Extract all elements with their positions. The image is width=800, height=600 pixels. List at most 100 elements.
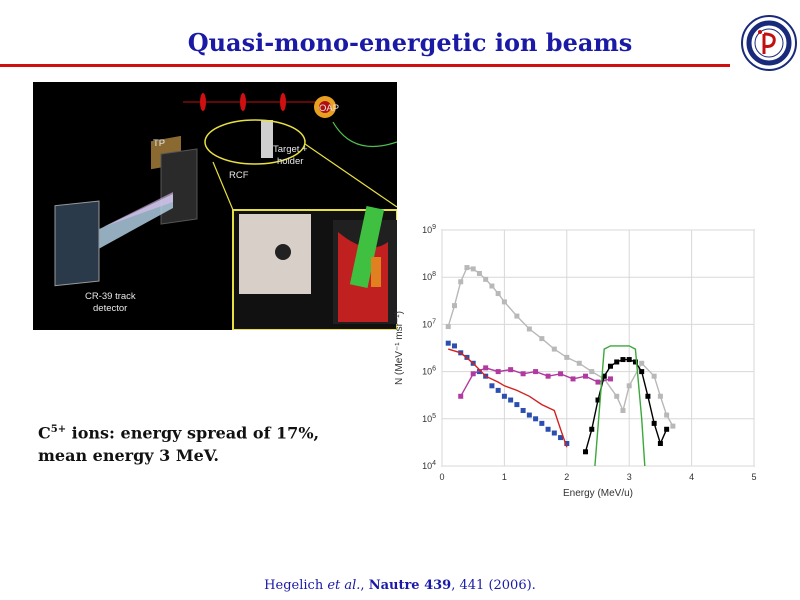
x-tick-label: 4 (689, 472, 694, 482)
series-0-point (576, 360, 582, 366)
series-4-point (614, 359, 620, 365)
series-0-point (464, 265, 470, 271)
x-axis-label: Energy (MeV/u) (563, 488, 633, 499)
series-4-point (620, 357, 626, 363)
series-4-point (589, 426, 595, 432)
x-tick-label: 3 (627, 472, 632, 482)
series-0-point (620, 407, 626, 413)
caption-charge: 5+ (50, 424, 67, 435)
label-target-2: holder (277, 156, 304, 167)
series-4-point (645, 393, 651, 399)
series-0-point (589, 369, 595, 375)
series-0-point (514, 313, 520, 319)
series-1-point (533, 416, 539, 422)
x-tick-label: 2 (564, 472, 569, 482)
citation-pages: , 441 (2006). (451, 578, 536, 593)
series-4-point (664, 426, 670, 432)
citation-sep: , (360, 578, 369, 593)
series-1-point (558, 435, 564, 441)
result-caption: C5+ ions: energy spread of 17%, mean ene… (38, 418, 319, 467)
series-4-point (639, 369, 645, 375)
series-0-point (551, 346, 557, 352)
series-4-point (607, 363, 613, 369)
series-2-point (558, 371, 564, 377)
series-1-point (508, 397, 514, 403)
series-1-point (501, 393, 507, 399)
series-4-point (595, 397, 601, 403)
series-0-point (501, 299, 507, 305)
series-2-point (533, 369, 539, 375)
series-0-point (651, 373, 657, 379)
series-1-point (526, 412, 532, 418)
series-1-point (564, 440, 570, 446)
series-0-point (470, 266, 476, 272)
x-tick-label: 0 (439, 472, 444, 482)
series-1-point (520, 407, 526, 413)
series-0-point (626, 383, 632, 389)
series-0-point (476, 270, 482, 276)
series-1-point (445, 340, 451, 346)
series-0-point (526, 326, 532, 332)
series-0-point (639, 360, 645, 366)
series-1-point (551, 430, 557, 436)
series-0-point (451, 303, 457, 309)
series-2-point (595, 379, 601, 385)
series-2-point (520, 371, 526, 377)
series-0-point (664, 412, 670, 418)
series-0-point (564, 354, 570, 360)
y-tick-label: 108 (422, 271, 436, 282)
x-tick-label: 1 (502, 472, 507, 482)
series-2-point (607, 376, 613, 382)
citation: Hegelich et al., Nautre 439, 441 (2006). (0, 578, 800, 593)
label-tp: TP (153, 138, 166, 149)
series-2-point (495, 369, 501, 375)
series-4-point (632, 359, 638, 365)
citation-authors: Hegelich (264, 578, 328, 593)
series-1-point (545, 426, 551, 432)
series-1-point (489, 383, 495, 389)
series-0-point (614, 393, 620, 399)
caption-line1: ions: energy spread of 17%, (66, 423, 320, 443)
y-axis-label: N (MeV⁻¹ msr⁻¹) (394, 311, 405, 385)
series-2-point (470, 371, 476, 377)
slide-title: Quasi-mono-energetic ion beams (187, 28, 633, 57)
series-1-point (451, 343, 457, 349)
energy-spectrum-chart: 0 1 2 3 4 5 104 105 106 107 108 109 Energy (MeV/u) N … (388, 218, 780, 508)
series-1-point (514, 402, 520, 408)
series-5-line (594, 345, 646, 467)
experiment-photo: OAP TP Target + holder RCF CR-39 track d… (33, 82, 398, 331)
series-4-point (601, 373, 607, 379)
y-tick-label: 104 (422, 460, 436, 471)
label-target-1: Target + (273, 144, 308, 155)
series-4-point (657, 440, 663, 446)
series-0-point (483, 276, 489, 282)
caption-species: C (38, 423, 51, 443)
y-tick-label: 106 (422, 366, 436, 377)
label-oap: OAP (319, 103, 340, 114)
series-4-line (584, 358, 668, 452)
series-4-point (583, 449, 589, 455)
series-2-point (545, 373, 551, 379)
series-0-point (495, 291, 501, 297)
series-0-point (670, 423, 676, 429)
series-2-point (508, 367, 514, 373)
institute-logo (741, 15, 797, 71)
series-0-point (601, 376, 607, 382)
experiment-setup-illustration (33, 82, 398, 331)
series-2-point (583, 373, 589, 379)
series-4-point (651, 420, 657, 426)
caption-line2: mean energy 3 MeV. (38, 446, 219, 466)
series-0-point (657, 393, 663, 399)
label-detector-2: detector (93, 303, 128, 314)
series-1-point (495, 387, 501, 393)
series-3-line (448, 348, 568, 448)
y-tick-label: 109 (422, 224, 436, 235)
series-1-point (539, 420, 545, 426)
citation-etal: et al. (327, 578, 361, 593)
label-detector-1: CR-39 track (85, 291, 136, 302)
series-0-point (539, 336, 545, 342)
series-2-point (458, 393, 464, 399)
x-tick-label: 5 (751, 472, 756, 482)
series-4-point (626, 357, 632, 363)
chart-svg: 0 1 2 3 4 5 104 105 106 107 108 109 Energy (MeV/u) N … (394, 224, 757, 499)
